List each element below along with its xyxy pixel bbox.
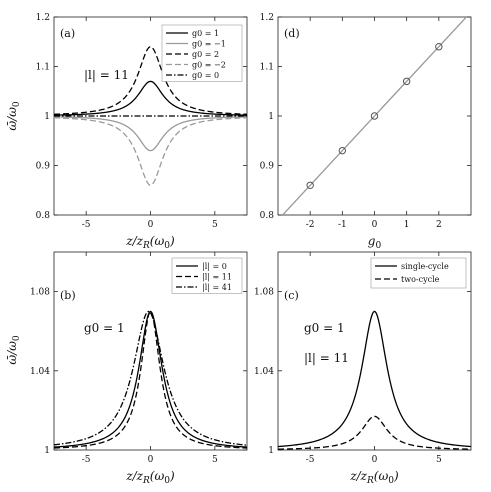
data-point [402, 77, 411, 86]
plot-area [278, 310, 471, 450]
subscript: 0 [375, 241, 381, 251]
fit-line [281, 17, 468, 215]
legend-box [370, 257, 467, 289]
paren: ) [393, 469, 399, 483]
x-tick-label: -5 [82, 455, 91, 465]
y-tick-label: 1.04 [254, 367, 274, 377]
x-tick-label: -5 [306, 455, 315, 465]
y-tick-label: 0.9 [260, 162, 275, 172]
x-axis-label: z/zR(ω0) [125, 469, 175, 486]
panel-label: (a) [60, 27, 75, 40]
data-point [306, 181, 314, 190]
panel-label: (c) [284, 289, 299, 302]
legend: g0 = 1 g0 = −1g0 = 2 g0 = −2g0 = 0 [161, 24, 243, 82]
x-tick-label: -1 [338, 220, 347, 230]
x-tick-label: 2 [436, 220, 442, 230]
series-line [54, 80, 247, 116]
legend-label: two-cycle [401, 275, 440, 284]
y-tick-label: 1 [268, 446, 274, 456]
x-axis-label: z/zR(ω0) [125, 234, 175, 251]
series-line [278, 310, 471, 448]
x-tick-label: 0 [148, 220, 154, 230]
panel-label: (d) [284, 27, 300, 40]
plot-area [54, 310, 247, 449]
y-tick-label: 1 [44, 112, 50, 122]
y-tick-label: 1 [268, 112, 274, 122]
paren: (ω [150, 469, 165, 483]
subscript: 0 [12, 101, 22, 107]
y-axis-label: ω̄/ω0 [5, 335, 22, 365]
series-line [278, 415, 471, 450]
legend-label: g0 = 1 [192, 29, 219, 38]
data-point [435, 43, 443, 51]
x-tick-label: 5 [212, 220, 218, 230]
y-tick-label: 1.2 [260, 13, 274, 23]
panel-b: -5 0 511.041.08z/zR(ω0)ω̄/ω0(b)|l| = 0|l| … [5, 251, 248, 486]
series-line [54, 310, 247, 449]
x-tick-label: 5 [436, 455, 442, 465]
subscript: 0 [164, 241, 170, 251]
series-line [54, 310, 247, 446]
paren: (ω [150, 234, 165, 248]
annotation: |l| = 11 [84, 68, 129, 82]
subscript: R [142, 476, 150, 486]
plot-area [54, 46, 247, 186]
panel-d: -2 -1 0 1 2 0.8 0.9 1 1.1 1.2 g0 (d) [260, 13, 472, 251]
series-line [54, 116, 247, 152]
plot-area [281, 17, 468, 215]
subscript: R [142, 241, 150, 251]
x-tick-label: 0 [148, 455, 154, 465]
paren: ) [169, 469, 175, 483]
data-point [338, 146, 347, 155]
legend: |l| = 0 |l| = 11|l| = 41 [171, 257, 243, 294]
subscript: 0 [12, 335, 22, 341]
series-line [54, 46, 247, 115]
y-tick-label: 1.1 [36, 63, 50, 73]
legend-label: g0 = 2 [192, 50, 219, 59]
legend-label: |l| = 41 [202, 283, 232, 292]
x-tick-label: 5 [212, 455, 218, 465]
x-tick-label: 0 [372, 455, 378, 465]
annotation: g0 = 1 [84, 321, 125, 335]
y-axis-label: ω̄/ω0 [5, 101, 22, 131]
y-tick-label: 1.04 [30, 367, 50, 377]
y-tick-label: 1.08 [254, 288, 274, 298]
panel-a: -5 0 50.80.911.11.2z/zR(ω0)ω̄/ω0(a) g0 = 1g… [5, 13, 248, 251]
legend-label: g0 = −2 [192, 61, 226, 70]
x-tick-label: 0 [372, 220, 378, 230]
x-tick-label: -2 [306, 220, 315, 230]
legend-label: |l| = 11 [202, 273, 232, 282]
annotation-2: |l| = 11 [304, 351, 349, 365]
y-tick-label: 0.8 [36, 211, 51, 221]
legend-label: g0 = 0 [192, 71, 219, 80]
legend: single-cycle two-cycle [370, 257, 467, 289]
legend-box [161, 24, 243, 82]
y-tick-label: 0.9 [36, 162, 51, 172]
legend-label: |l| = 0 [202, 262, 227, 271]
x-axis-label: g0 [368, 234, 382, 251]
series-line [54, 117, 247, 186]
y-tick-label: 1.1 [260, 63, 274, 73]
y-tick-label: 1.2 [36, 13, 50, 23]
legend-label: single-cycle [401, 262, 449, 271]
panel-c: -5 0 5 1 1.04 1.08 z/zR(ω0) (c) single-cycle two-… [254, 251, 472, 486]
x-tick-label: 1 [404, 220, 410, 230]
y-tick-label: 1 [44, 446, 50, 456]
legend-label: g0 = −1 [192, 40, 226, 49]
series-line [54, 310, 247, 448]
y-tick-label: 1.08 [30, 288, 50, 298]
x-axis-label: z/zR(ω0) [349, 469, 399, 486]
annotation: g0 = 1 [304, 321, 345, 335]
paren: ) [169, 234, 175, 248]
legend-box [171, 257, 243, 294]
y-tick-label: 0.8 [260, 211, 275, 221]
subscript: R [366, 476, 374, 486]
panel-label: (b) [60, 289, 76, 302]
paren: (ω [374, 469, 389, 483]
data-point [370, 112, 379, 120]
subscript: 0 [388, 476, 394, 486]
subscript: 0 [164, 476, 170, 486]
x-tick-label: -5 [82, 220, 91, 230]
